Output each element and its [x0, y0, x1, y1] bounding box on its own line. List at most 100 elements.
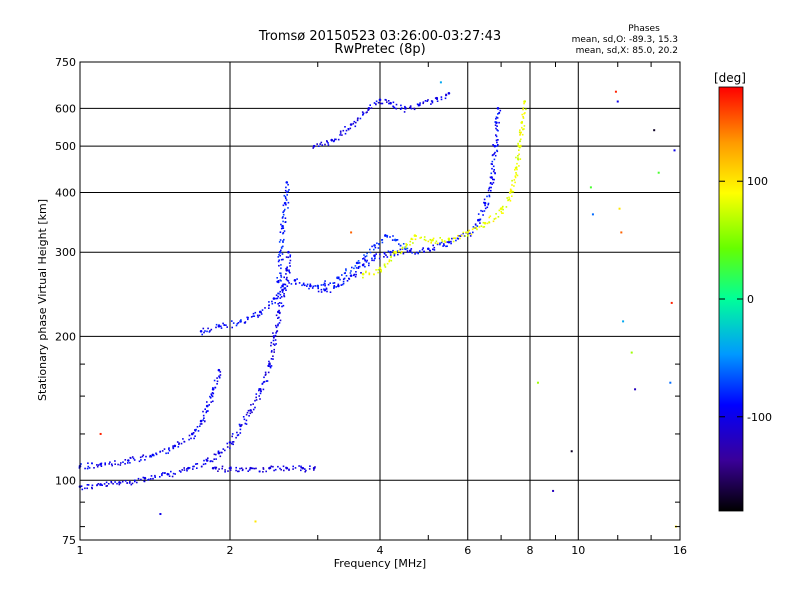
trace-dot: [216, 377, 218, 379]
trace-dot: [300, 466, 302, 469]
trace-dot: [276, 277, 278, 279]
trace-dot: [193, 437, 195, 440]
trace-dot: [308, 287, 310, 290]
trace-dot: [378, 243, 380, 245]
trace-dot: [478, 226, 481, 228]
trace-dot: [202, 419, 204, 421]
trace-dot: [340, 284, 343, 286]
trace-dot: [365, 261, 368, 263]
trace-dot: [517, 144, 519, 147]
trace-dot: [289, 254, 292, 256]
trace-dot: [494, 217, 497, 220]
stats-line-o: mean, sd,O: -89.3, 15.3: [572, 35, 678, 45]
trace-dot: [345, 275, 348, 277]
trace-dot: [362, 114, 364, 116]
trace-dot: [218, 375, 220, 378]
trace-dot: [333, 139, 335, 142]
trace-dot: [207, 457, 209, 459]
trace-dot: [205, 458, 208, 461]
trace-dot: [420, 236, 422, 239]
trace-dot: [332, 282, 334, 284]
trace-dot: [354, 265, 357, 267]
trace-dot: [380, 102, 382, 105]
trace-dot: [462, 232, 464, 235]
trace-dot: [502, 212, 504, 214]
trace-dot: [286, 279, 289, 282]
trace-dot: [496, 129, 498, 131]
trace-dot: [269, 466, 272, 469]
trace-point: [508, 191, 512, 194]
trace-dot: [282, 465, 285, 468]
trace-dot: [491, 163, 493, 165]
trace-dot: [490, 186, 492, 189]
trace-dot: [134, 479, 136, 482]
trace-dot: [231, 441, 234, 443]
trace-dot: [277, 323, 279, 326]
trace-dot: [342, 282, 345, 285]
trace-dot: [280, 280, 282, 282]
trace-dot: [439, 237, 441, 239]
trace-point: [281, 284, 284, 288]
trace-dot: [490, 182, 492, 184]
trace-dot: [373, 259, 375, 262]
trace-dot: [431, 101, 434, 104]
trace-dot: [364, 265, 366, 268]
trace-point: [483, 221, 487, 225]
trace-dot: [168, 475, 171, 477]
trace-dot: [499, 109, 502, 112]
trace-dot: [176, 441, 179, 443]
trace-dot: [257, 316, 259, 318]
trace-dot: [222, 448, 225, 450]
trace-dot: [209, 395, 211, 398]
chart-subtitle: RwPretec (8p): [334, 42, 425, 57]
trace-dot: [484, 207, 487, 210]
axes: 1 2 4 6 8 10 16 75 100 200 300 400 500 600 750: [55, 56, 687, 557]
trace-point: [378, 266, 382, 270]
trace-point: [312, 144, 316, 148]
trace-dot: [242, 468, 244, 471]
trace-dot: [270, 358, 273, 360]
trace-dot: [506, 197, 508, 199]
trace-dot: [284, 189, 287, 192]
scatter-echo: [552, 489, 555, 492]
trace-dot: [414, 253, 416, 255]
y-tick-label: 300: [55, 246, 76, 259]
trace-dot: [357, 260, 360, 262]
trace-dot: [522, 128, 524, 131]
trace-dot: [401, 247, 403, 250]
trace-dot: [392, 105, 394, 108]
trace-dot: [448, 238, 450, 240]
trace-point: [373, 254, 376, 258]
trace-dot: [409, 240, 412, 243]
trace-dot: [281, 291, 284, 293]
trace-dot: [285, 197, 287, 200]
trace-dot: [379, 253, 381, 256]
trace-dot: [258, 389, 260, 392]
trace-dot: [256, 314, 259, 317]
trace-dot: [277, 303, 279, 305]
trace-dot: [194, 435, 196, 437]
trace-dot: [270, 344, 272, 347]
trace-dot: [359, 117, 362, 120]
trace-dot: [205, 410, 208, 412]
trace-dot: [327, 144, 330, 146]
trace-dot: [226, 326, 228, 328]
trace-dot: [260, 313, 263, 315]
trace-dot: [401, 251, 403, 253]
trace-dot: [266, 380, 269, 382]
trace-dot: [521, 121, 523, 124]
trace-dot: [218, 324, 220, 326]
trace-dot: [459, 237, 461, 240]
trace-dot: [523, 102, 525, 105]
trace-dot: [508, 198, 511, 200]
trace-dot: [399, 248, 402, 251]
trace-dot: [422, 102, 424, 105]
trace-dot: [212, 387, 214, 389]
trace-dot: [348, 277, 350, 280]
trace-dot: [142, 476, 145, 479]
trace-dot: [324, 284, 326, 287]
trace-dot: [458, 235, 460, 237]
trace-dot: [459, 235, 462, 237]
trace-dot: [239, 320, 242, 322]
trace-dot: [178, 470, 181, 472]
